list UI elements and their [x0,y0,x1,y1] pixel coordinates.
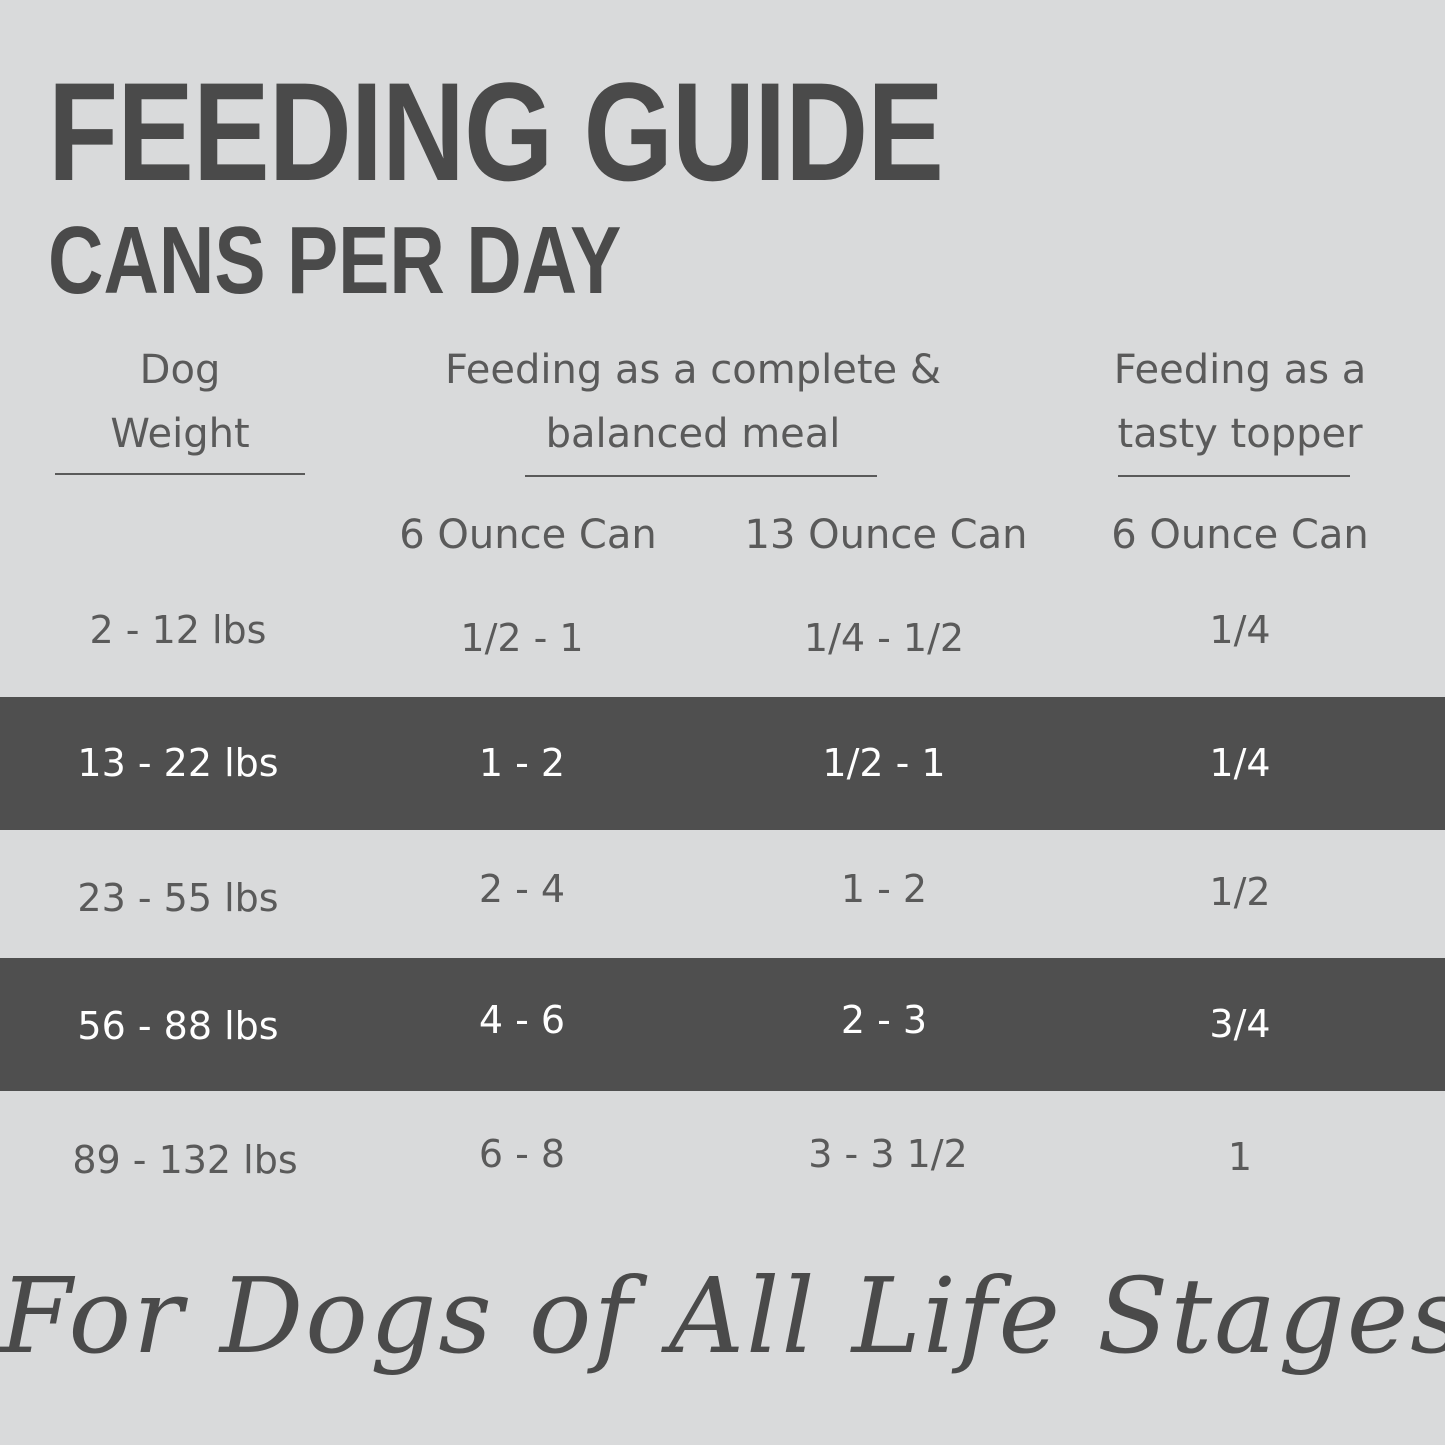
cell-weight: 13 - 22 lbs [77,741,279,785]
header-topper: Feeding as a tasty topper [1114,338,1367,466]
cell-13oz: 1/2 - 1 [822,741,946,785]
cell-13oz: 1/4 - 1/2 [803,616,965,660]
header-topper-rule [1118,475,1350,477]
page-subtitle: CANS PER DAY [48,207,622,314]
header-complete-line1: Feeding as a complete & [444,347,942,393]
header-weight-line2: Weight [110,411,250,457]
header-weight-rule [55,473,305,475]
cell-6oz: 6 - 8 [478,1132,566,1176]
cell-13oz: 3 - 3 1/2 [808,1132,968,1176]
cell-6oz: 4 - 6 [478,998,566,1042]
subheader-13oz: 13 Ounce Can [744,512,1028,558]
cell-topper: 1/4 [1209,741,1271,785]
header-weight: Dog Weight [110,338,249,466]
header-topper-line2: tasty topper [1117,411,1363,457]
row-band [0,697,1445,830]
cell-13oz: 2 - 3 [840,998,928,1042]
subheader-topper-6oz: 6 Ounce Can [1111,512,1369,558]
cell-topper: 1/2 [1209,870,1271,914]
header-complete-rule [525,475,877,477]
cell-13oz: 1 - 2 [840,867,928,911]
page-title: FEEDING GUIDE [48,53,944,210]
header-complete: Feeding as a complete & balanced meal [445,338,941,466]
cell-weight: 23 - 55 lbs [77,876,279,920]
cell-weight: 2 - 12 lbs [89,608,267,652]
header-topper-line1: Feeding as a [1113,347,1367,393]
cell-topper: 3/4 [1209,1002,1271,1046]
cell-6oz: 1/2 - 1 [460,616,584,660]
row-band [0,958,1445,1091]
cell-topper: 1 [1227,1135,1253,1179]
subheader-6oz: 6 Ounce Can [399,512,657,558]
header-complete-line2: balanced meal [545,411,841,457]
footer-tagline: For Dogs of All Life Stages [0,1255,1445,1377]
cell-weight: 89 - 132 lbs [72,1138,298,1182]
cell-6oz: 1 - 2 [478,741,566,785]
header-weight-line1: Dog [139,347,221,393]
cell-topper: 1/4 [1209,608,1271,652]
cell-6oz: 2 - 4 [478,867,566,911]
cell-weight: 56 - 88 lbs [77,1004,279,1048]
